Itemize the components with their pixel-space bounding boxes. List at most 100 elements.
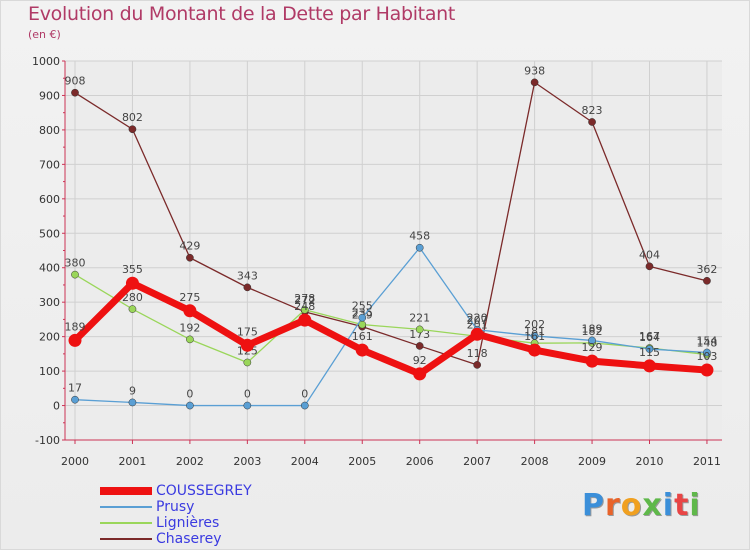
data-point-chaserey bbox=[703, 276, 711, 285]
logo-letter: t bbox=[674, 488, 690, 523]
data-point-ligni-res bbox=[300, 305, 309, 314]
data-label-chaserey: 118 bbox=[467, 347, 488, 360]
data-label-coussegrey: 103 bbox=[696, 350, 717, 363]
data-point-coussegrey bbox=[700, 363, 714, 377]
y-tick-label: 900 bbox=[39, 89, 60, 102]
legend-label-coussegrey: COUSSEGREY bbox=[156, 483, 252, 499]
data-label-prusy: 9 bbox=[129, 384, 136, 397]
data-label-prusy: 458 bbox=[409, 230, 430, 243]
logo-letter: i bbox=[689, 488, 701, 523]
data-label-coussegrey: 175 bbox=[237, 325, 258, 338]
data-point-ligni-res bbox=[71, 270, 79, 279]
data-label-ligni-res: 280 bbox=[122, 291, 143, 304]
data-point-coussegrey bbox=[585, 354, 599, 368]
data-label-coussegrey: 161 bbox=[524, 330, 545, 343]
data-point-chaserey bbox=[71, 88, 79, 97]
data-point-chaserey bbox=[588, 118, 596, 126]
logo-letter: o bbox=[620, 488, 643, 523]
data-point-coussegrey bbox=[125, 276, 139, 290]
data-label-prusy: 255 bbox=[352, 300, 373, 313]
data-label-coussegrey: 129 bbox=[582, 341, 603, 354]
data-point-prusy bbox=[186, 401, 194, 410]
data-label-ligni-res: 148 bbox=[696, 337, 717, 350]
data-point-prusy bbox=[300, 401, 309, 410]
data-point-coussegrey bbox=[413, 367, 427, 381]
legend-swatch-coussegrey bbox=[100, 487, 152, 495]
series-line-coussegrey bbox=[71, 279, 711, 378]
data-point-prusy bbox=[415, 243, 424, 252]
series-line-chaserey bbox=[74, 81, 708, 366]
x-tick-label: 2006 bbox=[406, 455, 434, 468]
series-line-prusy bbox=[74, 247, 708, 407]
data-point-coussegrey bbox=[528, 343, 542, 357]
data-point-ligni-res bbox=[415, 325, 424, 334]
logo-letter: i bbox=[662, 488, 675, 523]
data-point-prusy bbox=[71, 395, 79, 404]
data-label-ligni-res: 221 bbox=[409, 311, 430, 324]
data-point-chaserey bbox=[186, 253, 194, 262]
data-label-ligni-res: 380 bbox=[65, 257, 86, 270]
proxiti-logo: Proxiti bbox=[582, 488, 701, 523]
data-point-coussegrey bbox=[240, 338, 254, 352]
data-label-coussegrey: 189 bbox=[65, 320, 86, 333]
data-point-prusy bbox=[243, 401, 252, 410]
x-tick-label: 2010 bbox=[636, 455, 664, 468]
x-tick-label: 2004 bbox=[291, 455, 319, 468]
chart-subtitle: (en €) bbox=[28, 28, 61, 41]
data-label-coussegrey: 207 bbox=[467, 314, 488, 327]
data-point-coussegrey bbox=[298, 313, 312, 327]
data-label-prusy: 0 bbox=[244, 388, 251, 401]
data-point-coussegrey bbox=[470, 327, 484, 341]
data-label-chaserey: 404 bbox=[639, 248, 660, 261]
data-label-prusy: 0 bbox=[186, 388, 193, 401]
data-label-chaserey: 938 bbox=[524, 64, 545, 77]
data-point-ligni-res bbox=[243, 358, 252, 367]
data-point-ligni-res bbox=[128, 305, 137, 313]
x-tick-label: 2003 bbox=[233, 455, 261, 468]
y-tick-label: 800 bbox=[39, 124, 60, 137]
data-label-coussegrey: 161 bbox=[352, 330, 373, 343]
data-label-coussegrey: 115 bbox=[639, 346, 660, 359]
x-tick-label: 2002 bbox=[176, 455, 204, 468]
chart-title: Evolution du Montant de la Dette par Hab… bbox=[28, 3, 456, 25]
data-point-prusy bbox=[358, 313, 367, 322]
data-label-chaserey: 429 bbox=[179, 240, 200, 253]
data-label-prusy: 17 bbox=[68, 382, 82, 395]
data-point-prusy bbox=[530, 332, 539, 340]
y-tick-label: 600 bbox=[39, 193, 60, 206]
data-point-chaserey bbox=[530, 78, 539, 87]
data-label-coussegrey: 92 bbox=[413, 354, 427, 367]
data-label-coussegrey: 248 bbox=[294, 300, 315, 313]
data-label-chaserey: 362 bbox=[696, 263, 717, 276]
data-label-chaserey: 908 bbox=[65, 75, 86, 88]
y-tick-label: 0 bbox=[53, 400, 60, 413]
data-point-chaserey bbox=[243, 283, 252, 292]
data-label-chaserey: 823 bbox=[582, 104, 603, 117]
logo-letter: r bbox=[605, 488, 621, 523]
plot-area bbox=[65, 61, 722, 440]
x-tick-label: 2005 bbox=[348, 455, 376, 468]
y-tick-label: 100 bbox=[39, 365, 60, 378]
x-tick-label: 2009 bbox=[578, 455, 606, 468]
y-tick-label: 400 bbox=[39, 262, 60, 275]
data-label-prusy: 164 bbox=[639, 331, 660, 344]
data-point-coussegrey bbox=[68, 333, 82, 347]
x-tick-label: 2011 bbox=[693, 455, 721, 468]
y-tick-label: -100 bbox=[35, 434, 60, 447]
legend-swatch-chaserey bbox=[100, 538, 152, 540]
data-label-chaserey: 173 bbox=[409, 328, 430, 341]
logo-letter: P bbox=[582, 488, 605, 523]
data-label-ligni-res: 278 bbox=[294, 292, 315, 305]
x-tick-label: 2001 bbox=[118, 455, 146, 468]
y-tick-label: 300 bbox=[39, 296, 60, 309]
data-label-ligni-res: 167 bbox=[639, 330, 660, 343]
series-line-ligni-res bbox=[74, 273, 708, 364]
legend-label-prusy: Prusy bbox=[156, 499, 195, 515]
data-label-chaserey: 343 bbox=[237, 269, 258, 282]
data-label-prusy: 0 bbox=[301, 388, 308, 401]
data-point-chaserey bbox=[128, 125, 137, 134]
data-label-chaserey: 802 bbox=[122, 111, 143, 124]
data-label-prusy: 154 bbox=[696, 334, 717, 347]
legend-label-ligni-res: Lignières bbox=[156, 515, 220, 531]
